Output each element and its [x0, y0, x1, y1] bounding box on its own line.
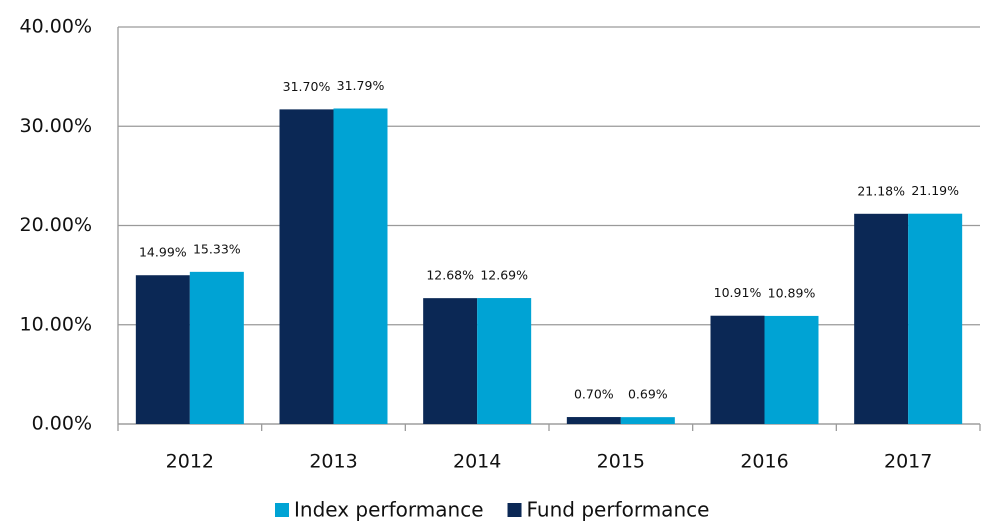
bar	[279, 109, 334, 424]
x-tick-label: 2016	[740, 451, 788, 473]
bar	[135, 275, 190, 424]
data-label: 10.91%	[714, 285, 762, 300]
legend-label: Fund performance	[527, 498, 710, 522]
bar	[423, 298, 478, 424]
data-label: 0.70%	[574, 387, 614, 402]
x-tick-label: 2012	[166, 451, 214, 473]
y-tick-label: 40.00%	[20, 16, 92, 38]
bar	[908, 213, 963, 424]
bar	[333, 108, 388, 424]
bar	[566, 417, 621, 424]
bar	[189, 271, 244, 424]
data-label: 31.70%	[283, 79, 331, 94]
bar	[477, 298, 532, 424]
y-tick-label: 30.00%	[20, 115, 92, 137]
data-label: 21.19%	[911, 183, 959, 198]
bar	[764, 315, 819, 424]
legend-label: Index performance	[294, 498, 484, 522]
data-label: 12.68%	[426, 268, 474, 283]
data-label: 10.89%	[768, 285, 816, 300]
x-tick-label: 2013	[309, 451, 357, 473]
y-tick-label: 20.00%	[20, 214, 92, 236]
x-tick-label: 2014	[453, 451, 501, 473]
data-label: 31.79%	[337, 78, 385, 93]
data-label: 12.69%	[480, 268, 528, 283]
data-label: 15.33%	[193, 241, 241, 256]
bar	[710, 315, 765, 424]
bar	[620, 417, 675, 424]
data-label: 21.18%	[857, 183, 905, 198]
data-label: 14.99%	[139, 245, 187, 260]
data-label: 0.69%	[628, 387, 668, 402]
legend-swatch	[275, 503, 289, 517]
y-tick-label: 0.00%	[32, 413, 92, 435]
legend-swatch	[507, 503, 522, 517]
x-tick-label: 2017	[884, 451, 932, 473]
x-tick-label: 2015	[597, 451, 645, 473]
bar	[854, 213, 909, 424]
y-tick-label: 10.00%	[20, 313, 92, 335]
